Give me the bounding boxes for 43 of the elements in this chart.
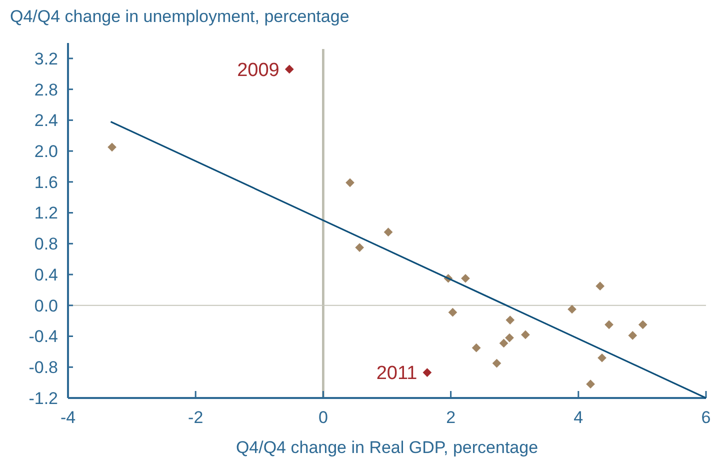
point [355,243,364,252]
point [604,320,614,330]
x-tick-label: 6 [701,408,711,427]
point [638,320,648,330]
point [384,228,393,237]
point [586,380,595,389]
x-tick-label: -4 [60,408,76,427]
y-tick-label: 2.0 [34,142,58,161]
y-tick-label: 1.6 [34,172,58,192]
point [628,331,638,340]
annotation: 2011 [376,363,418,384]
y-tick-label: 1.2 [34,204,58,223]
y-tick-label: -0.8 [28,358,58,378]
point [505,333,514,342]
point [422,368,432,377]
point [284,64,294,74]
point [461,274,470,283]
x-tick-label: 2 [446,408,456,427]
point [108,142,116,152]
point [596,282,605,291]
point [472,343,481,352]
point [521,330,530,340]
point [499,338,508,348]
annotation: 2009 [237,60,280,81]
y-axis-title: Q4/Q4 change in unemployment, percentage [10,7,350,26]
y-tick-label: 0.8 [34,234,58,254]
point [568,304,576,314]
y-tick-label: -1.2 [28,388,58,408]
point [506,316,515,324]
y-tick-label: 3.2 [34,49,58,68]
y-tick-label: 2.4 [34,111,58,130]
y-tick-label: -0.4 [28,327,58,346]
point [598,353,606,362]
point [448,308,458,317]
y-tick-label: 0.4 [34,265,58,284]
x-tick-label: 4 [574,408,584,427]
point [492,358,502,368]
point [346,178,354,188]
x-axis-title: Q4/Q4 change in Real GDP, percentage [236,438,538,457]
x-tick-label: 0 [318,408,328,427]
x-tick-label: -2 [188,408,204,427]
y-tick-label: 0.0 [34,296,58,316]
y-tick-label: 2.8 [34,80,58,100]
